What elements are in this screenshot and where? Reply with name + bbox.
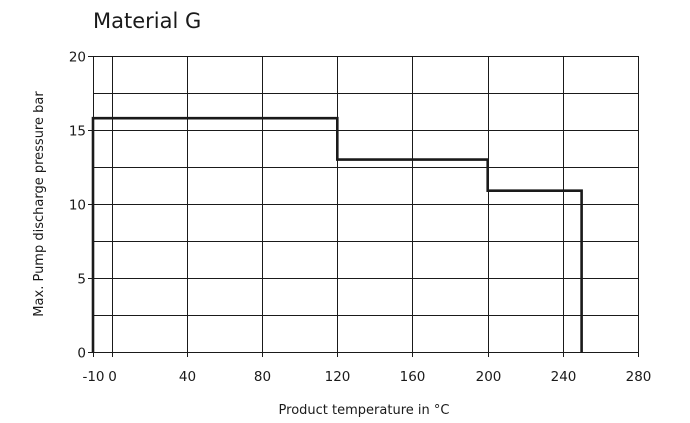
y-tick-label: 0 [77,346,86,362]
chart-title: Material G [93,9,201,33]
y-tick-label: 5 [77,272,86,288]
x-tick-label: 200 [476,369,502,385]
x-tick-label: 280 [626,369,652,385]
x-tick-label: 160 [400,369,426,385]
grid [93,56,639,352]
x-tick-label: 0 [108,369,117,385]
x-tick-label: -10 [82,369,104,385]
y-axis-label: Max. Pump discharge pressure bar [32,91,47,317]
x-tick-label: 240 [551,369,577,385]
y-tick-label: 20 [69,50,86,66]
series-layer [91,116,583,352]
x-tick-label: 40 [179,369,196,385]
axes [88,56,639,357]
x-tick-label: 120 [325,369,351,385]
x-tick-label: 80 [254,369,271,385]
series-line [91,116,583,352]
x-axis-label: Product temperature in °C [279,403,450,418]
y-tick-label: 15 [69,124,86,140]
y-tick-label: 10 [69,198,86,214]
